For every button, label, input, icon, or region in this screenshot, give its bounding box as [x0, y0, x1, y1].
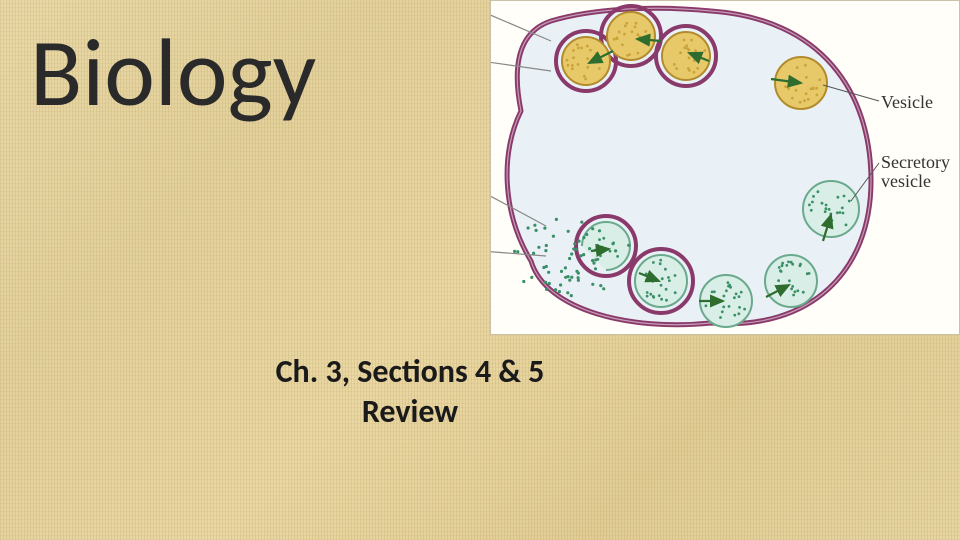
slide-subtitle: Ch. 3, Sections 4 & 5 Review [220, 352, 600, 432]
slide-title: Biology [30, 14, 316, 131]
slide: Biology Ch. 3, Sections 4 & 5 Review Ves… [0, 0, 960, 540]
subtitle-line-1: Ch. 3, Sections 4 & 5 [276, 352, 545, 391]
label-secretory-line-1: Secretory [881, 152, 950, 172]
cell-diagram: Vesicle Secretory vesicle [490, 0, 960, 335]
label-vesicle: Vesicle [881, 93, 933, 112]
subtitle-line-2: Review [362, 392, 458, 431]
label-secretory-line-2: vesicle [881, 171, 931, 191]
label-secretory-vesicle: Secretory vesicle [881, 153, 950, 191]
